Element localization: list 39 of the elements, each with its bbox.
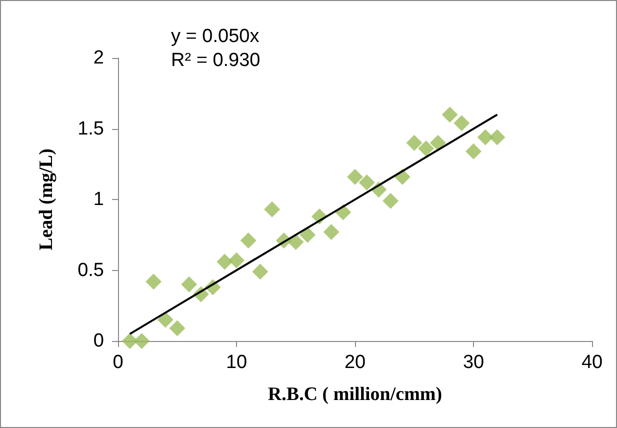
point xyxy=(323,224,340,240)
point xyxy=(466,143,482,160)
point xyxy=(489,129,506,146)
point xyxy=(454,115,470,132)
y-axis-title: Lead (mg/L) xyxy=(36,148,57,250)
point xyxy=(216,254,233,270)
point xyxy=(300,226,316,243)
y-tick-label: 1 xyxy=(93,189,104,210)
point xyxy=(146,274,162,290)
x-tick-label: 30 xyxy=(462,352,484,373)
y-tick-label: 0.5 xyxy=(78,260,104,281)
point xyxy=(228,252,244,268)
point xyxy=(382,192,399,209)
point xyxy=(169,320,186,336)
point xyxy=(442,106,458,123)
point xyxy=(406,134,422,151)
point xyxy=(181,276,198,292)
point xyxy=(477,129,494,146)
point xyxy=(252,264,268,280)
point xyxy=(347,168,363,185)
y-tick-label: 0 xyxy=(93,330,104,352)
point xyxy=(430,134,446,151)
text: y = 0.050x xyxy=(171,26,260,47)
point xyxy=(157,312,174,328)
point xyxy=(240,232,256,249)
annotation: R² = 0.930 xyxy=(171,50,260,71)
x-tick-label: 20 xyxy=(344,352,366,373)
point xyxy=(134,333,150,349)
y-tick-label: 1.5 xyxy=(78,118,104,140)
point xyxy=(358,174,375,191)
point xyxy=(418,140,434,157)
point xyxy=(122,333,138,349)
y-tick-label: 2 xyxy=(93,48,104,68)
x-tick-label: 40 xyxy=(581,352,603,373)
point xyxy=(264,201,280,218)
x-tick-label: 10 xyxy=(226,352,248,373)
point xyxy=(288,234,304,250)
x-tick-label: 0 xyxy=(112,352,124,373)
x-axis-title: R.B.C ( million/cmm) xyxy=(268,384,442,405)
